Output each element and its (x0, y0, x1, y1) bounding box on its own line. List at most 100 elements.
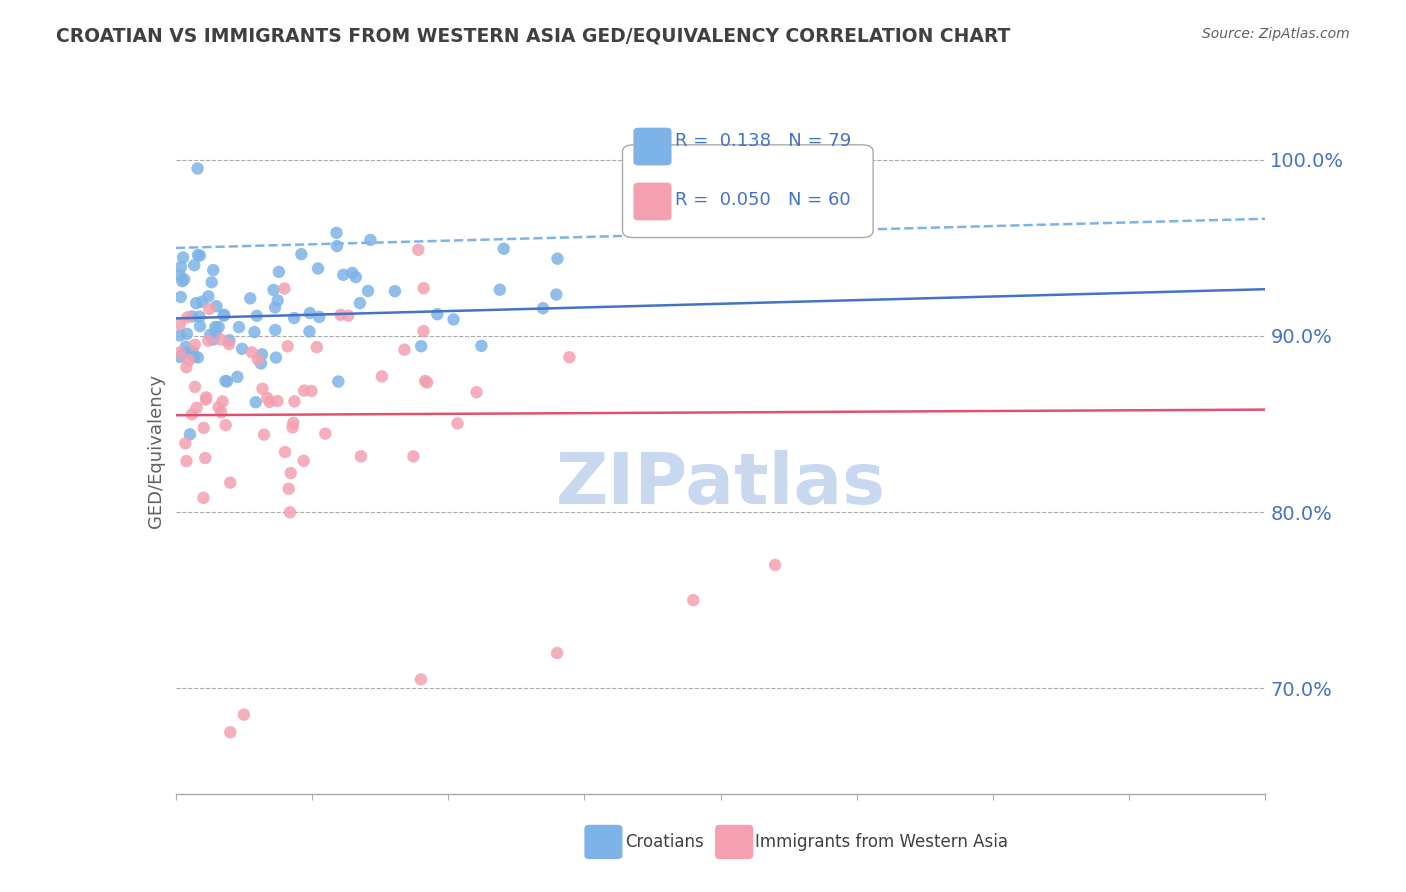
Point (188, 248, 211, 262)
Point (682, 593, 704, 607)
Point (263, 283, 285, 297)
Point (215, 375, 238, 389)
Point (194, 451, 217, 466)
Point (413, 374, 436, 388)
Point (283, 394, 305, 409)
Point (408, 243, 430, 257)
Point (232, 707, 254, 722)
Point (179, 427, 201, 442)
Point (266, 293, 288, 308)
Point (308, 310, 330, 324)
Point (349, 296, 371, 310)
Point (172, 251, 194, 265)
Point (298, 325, 321, 339)
Point (278, 505, 301, 519)
Point (290, 247, 312, 261)
Point (172, 274, 194, 288)
Point (488, 283, 510, 297)
Point (246, 309, 269, 323)
Point (219, 475, 242, 490)
Point (214, 374, 236, 388)
Point (174, 340, 197, 354)
Point (252, 382, 274, 396)
Point (359, 233, 381, 247)
Point (402, 450, 425, 464)
Point (187, 351, 209, 365)
Point (181, 310, 204, 324)
Point (174, 436, 197, 450)
Point (169, 268, 191, 283)
Point (264, 301, 287, 315)
Point (193, 491, 215, 505)
Point (183, 350, 205, 364)
FancyBboxPatch shape (633, 128, 672, 165)
Text: ZIPatlas: ZIPatlas (555, 450, 886, 519)
Point (218, 337, 240, 351)
Point (169, 328, 191, 343)
Point (267, 265, 290, 279)
Point (187, 161, 209, 176)
Point (204, 326, 226, 341)
Point (344, 270, 367, 285)
Point (292, 454, 315, 468)
Point (207, 320, 229, 334)
Point (181, 344, 204, 359)
Point (218, 333, 240, 347)
Point (198, 301, 221, 316)
Point (266, 394, 288, 409)
Point (184, 380, 207, 394)
Point (212, 308, 235, 322)
Text: Source: ZipAtlas.com: Source: ZipAtlas.com (1202, 27, 1350, 41)
Point (204, 320, 226, 334)
Point (231, 342, 253, 356)
Point (201, 275, 224, 289)
Point (394, 343, 416, 357)
Point (193, 421, 215, 435)
FancyBboxPatch shape (585, 825, 623, 859)
Point (558, 351, 581, 365)
Point (186, 401, 208, 415)
FancyBboxPatch shape (623, 145, 873, 237)
Point (350, 450, 373, 464)
Point (332, 268, 354, 282)
Point (273, 282, 295, 296)
Point (283, 311, 305, 326)
Text: Immigrants from Western Asia: Immigrants from Western Asia (755, 833, 1008, 851)
Point (211, 394, 233, 409)
Point (277, 339, 299, 353)
Point (637, 219, 659, 234)
Point (180, 407, 202, 421)
Point (190, 294, 212, 309)
Point (250, 356, 273, 370)
Text: R =  0.050   N = 60: R = 0.050 N = 60 (675, 191, 851, 209)
Point (256, 391, 278, 405)
FancyBboxPatch shape (633, 183, 672, 220)
Point (239, 291, 262, 305)
Text: Croatians: Croatians (624, 833, 703, 851)
Point (547, 252, 569, 266)
Point (219, 725, 242, 739)
Point (176, 360, 198, 375)
Point (187, 248, 209, 262)
Point (409, 673, 432, 687)
Point (314, 426, 336, 441)
Point (197, 334, 219, 348)
Point (215, 418, 238, 433)
Point (412, 324, 434, 338)
Point (169, 350, 191, 364)
Point (326, 239, 349, 253)
Point (170, 290, 193, 304)
Point (209, 333, 232, 347)
Point (170, 260, 193, 274)
Point (325, 226, 347, 240)
Point (176, 326, 198, 341)
Point (277, 482, 299, 496)
Point (531, 301, 554, 316)
Point (259, 395, 281, 409)
Point (212, 309, 235, 323)
Point (411, 339, 433, 353)
Point (446, 417, 468, 431)
Point (412, 281, 434, 295)
Point (173, 346, 195, 360)
Point (443, 312, 465, 326)
